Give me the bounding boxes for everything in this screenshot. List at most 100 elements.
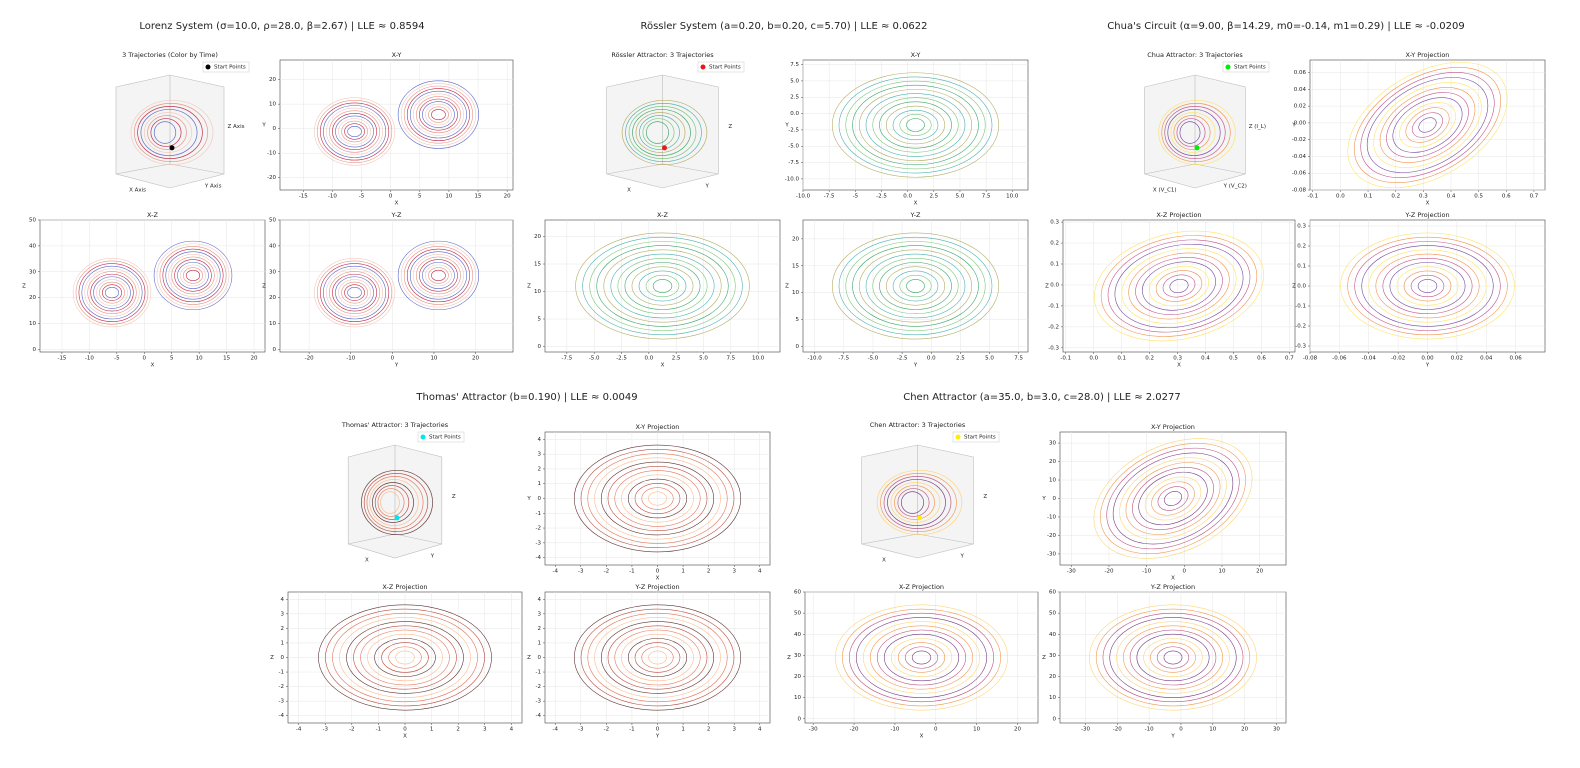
- trajectory-3d: [130, 99, 214, 166]
- y-tick-label: -4: [536, 713, 542, 719]
- x-tick-label: -0.04: [1362, 356, 1377, 362]
- y-axis-label: Y: [1291, 123, 1296, 129]
- y-tick-label: 5: [796, 317, 800, 323]
- trajectory: [72, 257, 152, 328]
- trajectory: [323, 265, 387, 320]
- trajectory: [1135, 257, 1223, 315]
- y-tick-label: 0.0: [1297, 284, 1306, 290]
- y-tick-label: 5.0: [790, 78, 799, 84]
- x-axis-label: X: [1426, 201, 1430, 207]
- x-tick-label: 30: [1273, 727, 1280, 733]
- trajectory: [1144, 476, 1202, 521]
- trajectory: [838, 236, 993, 336]
- x-tick-label: 0.5: [1474, 194, 1483, 200]
- trajectory: [573, 444, 742, 553]
- trajectory: [848, 612, 995, 703]
- y-axis-label: Y: [704, 184, 709, 190]
- y-tick-label: 0: [1053, 716, 1057, 722]
- trajectory: [412, 93, 464, 136]
- trajectory: [872, 97, 959, 153]
- legend-marker: [205, 64, 211, 70]
- trajectory: [1100, 443, 1246, 554]
- x-tick-label: 0: [1179, 727, 1183, 733]
- x-tick-label: 0.3: [1419, 194, 1428, 200]
- y-tick-label: 1: [538, 481, 542, 487]
- trajectory-3d: [380, 491, 400, 514]
- x-tick-label: 5: [418, 194, 422, 200]
- y-tick-label: 0.0: [1050, 282, 1059, 288]
- y-axis-label: Z: [527, 284, 531, 290]
- trajectory-3d: [374, 485, 410, 520]
- x-tick-label: -30: [809, 727, 818, 733]
- trajectory-3d: [137, 106, 203, 159]
- trajectory: [1392, 97, 1463, 153]
- x-axis-label: X Axis: [129, 188, 146, 194]
- x-tick-label: -10.0: [796, 194, 811, 200]
- trajectory: [634, 642, 681, 673]
- x-tick-label: -3: [578, 727, 584, 733]
- x-tick-label: -2: [604, 727, 609, 733]
- x-axis-label: X: [882, 558, 886, 564]
- trajectory: [1132, 467, 1214, 530]
- x-tick-label: 2: [456, 727, 460, 733]
- trajectory: [858, 249, 973, 323]
- x-axis-label: Y: [1425, 363, 1430, 369]
- trajectory: [1162, 274, 1196, 298]
- y-tick-label: 0: [796, 344, 800, 350]
- x-tick-label: 0.6: [1257, 356, 1266, 362]
- trajectory: [634, 483, 681, 514]
- legend-marker: [1225, 64, 1231, 70]
- trajectory: [1347, 61, 1508, 189]
- trajectory: [1150, 642, 1196, 673]
- y-tick-label: -5.0: [788, 144, 799, 150]
- x-tick-label: 0.5: [1229, 356, 1238, 362]
- y-tick-label: 0.06: [1294, 70, 1307, 76]
- x-tick-label: -5.0: [868, 356, 879, 362]
- trajectory: [335, 115, 374, 148]
- y-tick-label: -4: [536, 555, 542, 561]
- trajectory: [344, 123, 365, 140]
- trajectory: [406, 248, 470, 303]
- trajectory: [353, 625, 457, 690]
- y-tick-label: 5: [538, 317, 542, 323]
- x-tick-label: 2.5: [956, 356, 965, 362]
- x-tick-label: 0: [656, 569, 660, 575]
- y-tick-label: 2.5: [790, 95, 799, 101]
- x-tick-label: -1: [376, 727, 381, 733]
- trajectory: [865, 93, 966, 157]
- x-tick-label: 0.7: [1285, 356, 1294, 362]
- trajectory: [329, 110, 381, 153]
- y-tick-label: 30: [29, 269, 36, 275]
- panel-title: Chen Attractor: 3 Trajectories: [870, 421, 966, 429]
- x-axis-label: X: [920, 734, 924, 740]
- plot-area: [279, 59, 514, 191]
- trajectory: [906, 279, 925, 293]
- trajectory: [400, 83, 477, 147]
- x-tick-label: 10: [973, 727, 980, 733]
- trajectory: [1164, 491, 1182, 506]
- x-tick-label: 0.06: [1510, 356, 1523, 362]
- panel-title: Y-Z Projection: [1404, 211, 1449, 219]
- x-tick-label: -5: [853, 194, 859, 200]
- trajectory: [587, 612, 728, 703]
- x-axis-label: Y: [655, 734, 660, 740]
- x-tick-label: -3: [322, 727, 328, 733]
- legend-label: Start Points: [214, 65, 246, 71]
- x-axis-label: X: [914, 201, 918, 207]
- y-tick-label: -3: [536, 699, 542, 705]
- y-axis-label: Z: [787, 655, 791, 661]
- y-tick-label: -0.1: [1048, 303, 1059, 309]
- trajectory: [78, 263, 146, 322]
- x-tick-label: -3: [578, 569, 584, 575]
- trajectory: [879, 262, 952, 310]
- trajectory-3d: [1164, 106, 1226, 159]
- trajectory: [852, 84, 979, 166]
- y-tick-label: 0.3: [1297, 224, 1306, 230]
- trajectory: [1399, 102, 1456, 148]
- x-tick-label: 0: [389, 194, 393, 200]
- x-tick-label: -5: [114, 356, 120, 362]
- x-tick-label: 0.4: [1201, 356, 1210, 362]
- z-axis-label: Z: [983, 494, 987, 500]
- trajectory: [1102, 612, 1244, 703]
- x-tick-label: -30: [1067, 569, 1076, 575]
